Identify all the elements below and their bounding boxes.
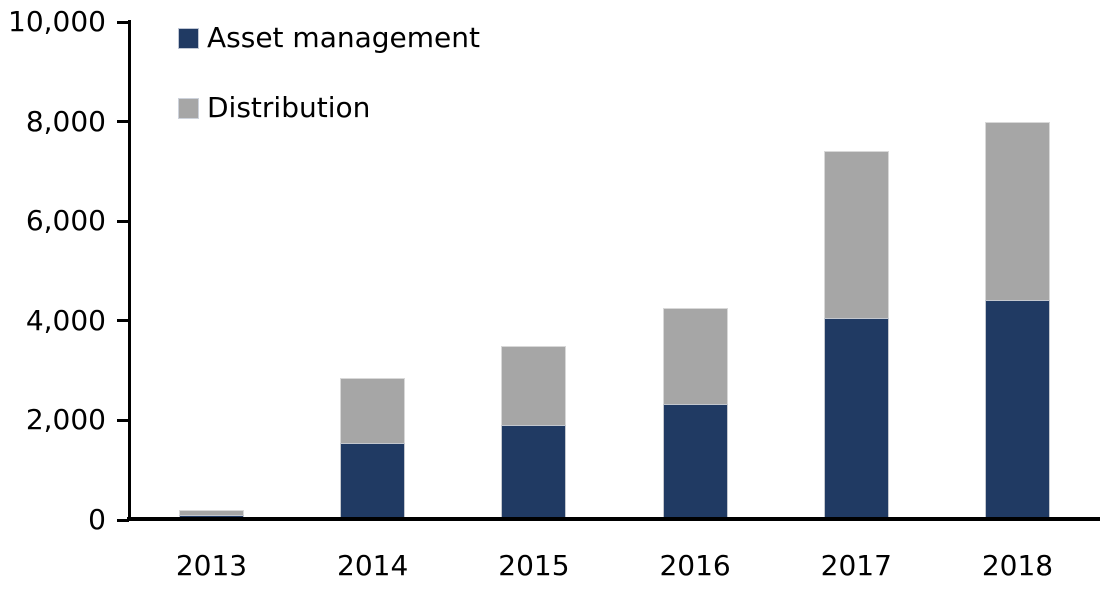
bar-segment-asset-management [501, 425, 567, 520]
x-tick-label: 2015 [498, 549, 570, 582]
y-axis-line [128, 20, 131, 521]
x-tick-label: 2013 [175, 549, 248, 582]
y-tick [117, 20, 129, 24]
bar-segment-distribution [662, 308, 728, 405]
y-tick [117, 319, 129, 323]
x-tick-label: 2018 [981, 549, 1054, 582]
y-tick-label: 0 [88, 503, 106, 536]
y-tick [117, 120, 129, 124]
legend-item: Asset management [178, 21, 480, 54]
y-tick [117, 518, 129, 522]
bar-segment-asset-management [340, 442, 406, 520]
y-tick-label: 4,000 [25, 303, 106, 337]
legend-label: Asset management [207, 21, 480, 54]
x-tick-label: 2014 [337, 549, 409, 582]
x-axis-line [127, 517, 1100, 521]
y-tick [117, 219, 129, 223]
y-tick-label: 2,000 [25, 403, 106, 437]
bar-segment-distribution [179, 510, 244, 515]
legend-item: Distribution [178, 91, 371, 124]
bar-segment-distribution [823, 151, 889, 319]
bar-segment-distribution [501, 345, 567, 426]
y-tick [117, 418, 129, 422]
x-tick-label: 2016 [659, 549, 731, 582]
bar-segment-asset-management [823, 318, 889, 520]
y-tick-label: 8,000 [25, 104, 106, 138]
x-tick-label: 2017 [820, 549, 892, 582]
y-tick-label: 6,000 [25, 204, 106, 238]
bar-segment-asset-management [662, 404, 728, 520]
legend-swatch-icon [178, 27, 199, 49]
bar-segment-distribution [340, 378, 406, 443]
bar-segment-distribution [985, 121, 1050, 300]
legend-label: Distribution [207, 91, 371, 124]
bar-segment-asset-management [985, 299, 1050, 520]
legend-swatch-icon [178, 97, 199, 119]
y-tick-label: 10,000 [8, 5, 106, 38]
